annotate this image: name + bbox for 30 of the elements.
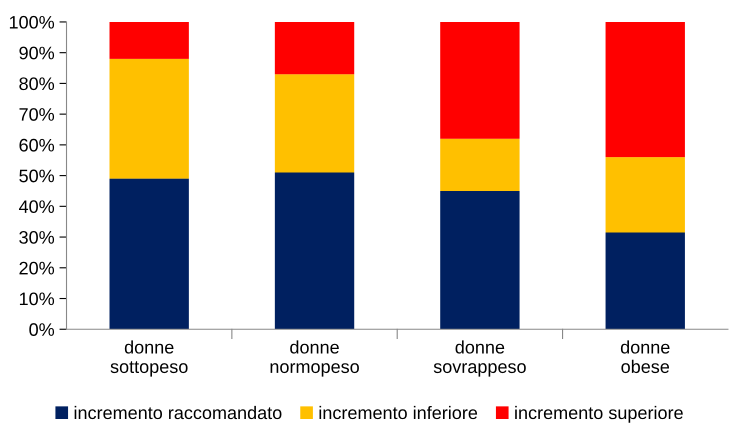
y-tick-label: 80% (19, 77, 54, 90)
y-tick-label: 70% (19, 108, 54, 121)
bar (274, 74, 354, 173)
y-tick-label: 20% (19, 262, 54, 275)
bar (606, 22, 685, 158)
x-tick-label: donne normopeso (270, 340, 359, 377)
bar (110, 178, 189, 330)
legend-label: incremento inferiore (320, 406, 478, 420)
bar (440, 138, 520, 191)
x-tick-label: donne sovrappeso (434, 340, 526, 377)
bar (440, 190, 520, 330)
bar (606, 157, 685, 232)
y-tick-label: 50% (19, 170, 54, 182)
bar (274, 172, 354, 330)
bar (274, 22, 354, 74)
x-tick-label: donne obese (620, 340, 670, 374)
y-tick-label: 60% (19, 138, 54, 152)
bar (110, 58, 189, 179)
y-tick-label: 100% (10, 16, 54, 29)
legend-label: incremento superiore (515, 406, 683, 423)
y-tick-label: 0% (29, 323, 54, 336)
bar (606, 232, 685, 330)
legend-label: incremento raccomandato (74, 406, 282, 420)
bar (110, 22, 189, 59)
y-tick-label: 90% (19, 46, 54, 60)
y-tick-label: 40% (18, 200, 54, 214)
y-tick-label: 30% (19, 230, 54, 244)
y-tick-label: 10% (20, 292, 54, 306)
x-tick-label: donne sottopeso (110, 340, 188, 377)
bar (440, 22, 520, 139)
